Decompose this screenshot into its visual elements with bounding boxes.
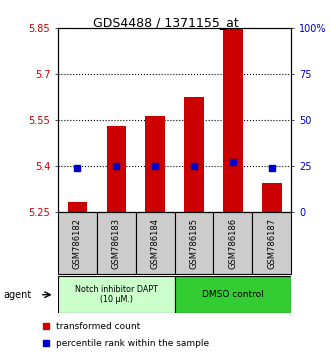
- Bar: [223, 22, 243, 212]
- FancyBboxPatch shape: [97, 212, 136, 274]
- Bar: [184, 97, 204, 212]
- FancyBboxPatch shape: [213, 212, 252, 274]
- Text: GSM786185: GSM786185: [190, 218, 199, 269]
- Text: GSM786187: GSM786187: [267, 218, 276, 269]
- FancyBboxPatch shape: [58, 212, 97, 274]
- FancyBboxPatch shape: [58, 276, 174, 313]
- Text: transformed count: transformed count: [56, 322, 141, 331]
- Text: GSM786182: GSM786182: [73, 218, 82, 269]
- Text: GSM786184: GSM786184: [151, 218, 160, 269]
- Text: GSM786183: GSM786183: [112, 218, 121, 269]
- Text: agent: agent: [3, 290, 31, 300]
- Text: percentile rank within the sample: percentile rank within the sample: [56, 338, 210, 348]
- Bar: [68, 202, 87, 212]
- Bar: [145, 116, 165, 212]
- Bar: [262, 183, 282, 212]
- Text: GDS4488 / 1371155_at: GDS4488 / 1371155_at: [93, 16, 238, 29]
- FancyBboxPatch shape: [252, 212, 291, 274]
- Text: Notch inhibitor DAPT
(10 μM.): Notch inhibitor DAPT (10 μM.): [75, 285, 158, 304]
- FancyBboxPatch shape: [174, 212, 213, 274]
- FancyBboxPatch shape: [174, 276, 291, 313]
- FancyBboxPatch shape: [136, 212, 174, 274]
- Text: GSM786186: GSM786186: [228, 218, 237, 269]
- Bar: [107, 126, 126, 212]
- Text: DMSO control: DMSO control: [202, 290, 264, 299]
